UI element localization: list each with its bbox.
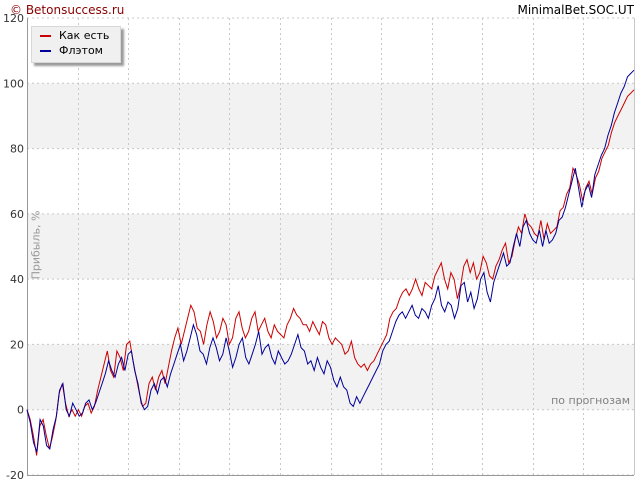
legend: Как есть Флэтом xyxy=(31,26,121,63)
legend-swatch-series-2 xyxy=(40,50,51,52)
legend-label-series-1: Как есть xyxy=(59,29,110,42)
series-lines xyxy=(26,69,635,456)
y-tick-label-7: -20 xyxy=(6,469,24,480)
y-tick-label-6: 0 xyxy=(17,404,24,417)
y-tick-label-4: 40 xyxy=(10,273,24,286)
gridlines xyxy=(27,17,634,476)
y-tick-label-5: 20 xyxy=(10,338,24,351)
legend-swatch-series-1 xyxy=(40,35,51,37)
y-tick-label-2: 80 xyxy=(10,143,24,156)
y-tick-labels: 120 100 80 60 40 20 0 -20 xyxy=(3,12,24,480)
plot-frame xyxy=(27,18,635,476)
legend-label-series-2: Флэтом xyxy=(59,44,103,57)
chart-title: MinimalBet.SOC.UT xyxy=(517,3,634,17)
y-axis-label: Прибыль, % xyxy=(29,210,43,280)
y-tick-label-3: 60 xyxy=(10,208,24,221)
series-line-1 xyxy=(26,89,635,456)
legend-item-series-1: Как есть xyxy=(40,29,109,43)
y-tick-label-1: 100 xyxy=(3,77,24,90)
series-line-2 xyxy=(26,69,635,453)
y-tick-label-0: 120 xyxy=(3,12,24,25)
legend-item-series-2: Флэтом xyxy=(40,44,103,58)
copyright-label: © Betonsuccess.ru xyxy=(10,3,125,17)
x-axis-label: по прогнозам xyxy=(551,394,630,407)
grid-band-0 xyxy=(27,83,634,149)
